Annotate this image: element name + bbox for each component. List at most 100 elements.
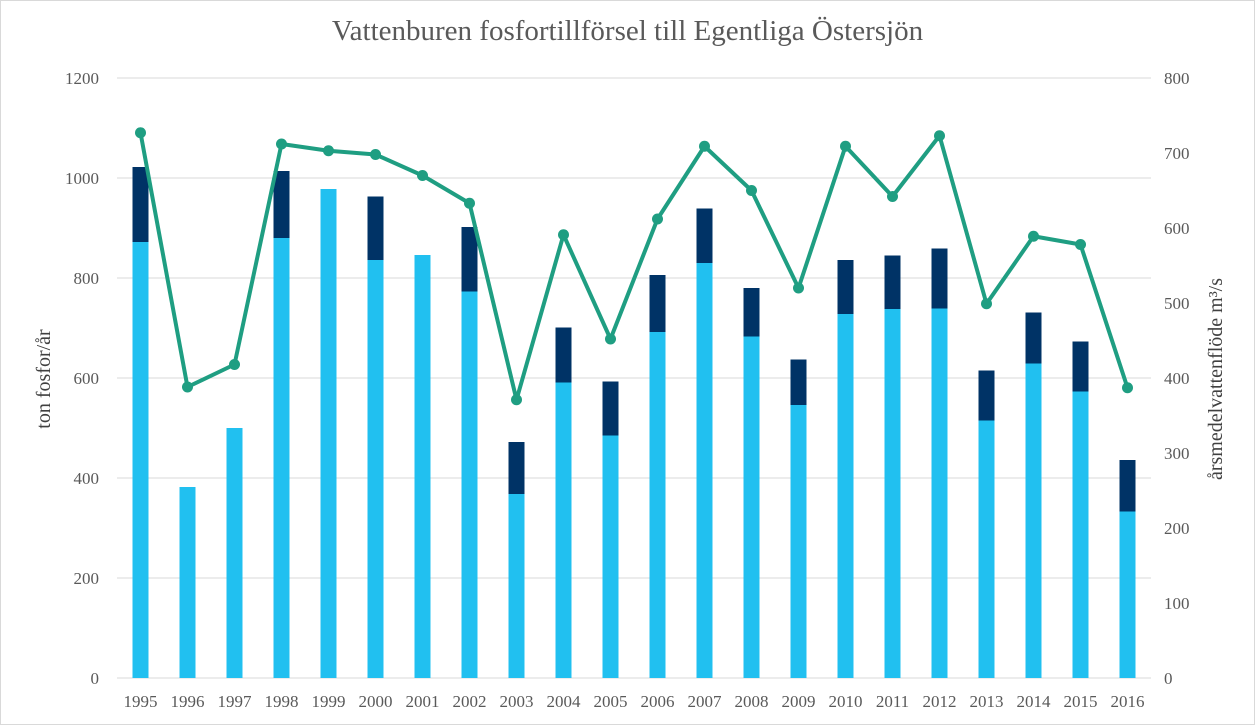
bar-segment-0-2006 xyxy=(649,332,666,678)
flow-point-2005 xyxy=(605,333,616,345)
y2-tick-label: 200 xyxy=(1164,519,1190,538)
flow-point-1996 xyxy=(182,381,193,393)
bars xyxy=(132,167,1136,678)
bar-segment-1-2014 xyxy=(1025,312,1042,364)
y2-tick-label: 800 xyxy=(1164,69,1190,88)
y2-tick-label: 700 xyxy=(1164,144,1190,163)
bar-segment-1-1995 xyxy=(132,167,149,242)
bar-segment-0-2010 xyxy=(837,314,854,678)
bar-segment-1-2013 xyxy=(978,370,995,421)
x-tick-label: 2016 xyxy=(1111,692,1145,711)
bar-segment-0-2008 xyxy=(743,336,760,678)
flow-point-2015 xyxy=(1075,239,1086,250)
y2-tick-label: 600 xyxy=(1164,219,1190,238)
x-tick-label: 1997 xyxy=(218,692,253,711)
flow-point-1998 xyxy=(276,138,287,150)
bar-segment-0-2011 xyxy=(884,309,901,678)
y-tick-label: 200 xyxy=(74,569,100,588)
bar-segment-0-2009 xyxy=(790,405,807,678)
x-tick-label: 2013 xyxy=(970,692,1004,711)
bar-segment-0-2015 xyxy=(1072,391,1089,678)
bar-segment-0-2004 xyxy=(555,382,572,678)
x-tick-label: 2002 xyxy=(453,692,487,711)
x-tick-label: 2009 xyxy=(782,692,816,711)
gridlines xyxy=(117,77,1151,679)
bar-segment-0-1997 xyxy=(226,428,243,678)
flow-point-2006 xyxy=(652,213,663,225)
y2-tick-label: 300 xyxy=(1164,444,1190,463)
y-tick-label: 0 xyxy=(91,669,100,688)
y-axis-label: ton fosfor/år xyxy=(33,329,55,429)
x-tick-label: 2005 xyxy=(594,692,628,711)
flow-point-2007 xyxy=(699,140,710,152)
x-tick-label: 2011 xyxy=(876,692,909,711)
x-tick-label: 2014 xyxy=(1017,692,1052,711)
x-tick-label: 1996 xyxy=(171,692,205,711)
bar-segment-0-2003 xyxy=(508,494,525,678)
bar-segment-1-2005 xyxy=(602,381,619,436)
bar-segment-1-2010 xyxy=(837,260,854,314)
bar-segment-1-2011 xyxy=(884,255,901,309)
y2-tick-label: 500 xyxy=(1164,294,1190,313)
bar-segment-0-1996 xyxy=(179,487,196,678)
flow-line xyxy=(135,127,1133,406)
y-tick-label: 600 xyxy=(74,369,100,388)
flow-point-2009 xyxy=(793,282,804,294)
bar-segment-0-1998 xyxy=(273,238,290,678)
bar-segment-1-2009 xyxy=(790,359,807,405)
bar-segment-0-2001 xyxy=(414,255,431,678)
bar-segment-1-2000 xyxy=(367,196,384,260)
flow-point-2014 xyxy=(1028,230,1039,242)
flow-point-1999 xyxy=(323,145,334,157)
x-tick-label: 2008 xyxy=(735,692,769,711)
flow-point-2008 xyxy=(746,185,757,196)
flow-point-2013 xyxy=(981,298,992,310)
y2-tick-label: 0 xyxy=(1164,669,1173,688)
y2-axis-label: årsmedelvattenflöde m³/s xyxy=(1205,278,1227,480)
chart-title: Vattenburen fosfortillförsel till Egentl… xyxy=(331,15,924,47)
y-tick-label: 400 xyxy=(74,469,100,488)
bar-segment-1-2006 xyxy=(649,275,666,332)
flow-point-2010 xyxy=(840,140,851,152)
bar-segment-1-2003 xyxy=(508,442,525,494)
x-tick-label: 2004 xyxy=(547,692,582,711)
flow-point-2012 xyxy=(934,130,945,142)
flow-point-2003 xyxy=(511,394,522,406)
x-tick-label: 2007 xyxy=(688,692,723,711)
bar-segment-1-1998 xyxy=(273,171,290,238)
x-tick-label: 1995 xyxy=(124,692,158,711)
x-tick-label: 2003 xyxy=(500,692,534,711)
flow-point-1997 xyxy=(229,359,240,370)
y2-tick-label: 400 xyxy=(1164,369,1190,388)
y-tick-label: 1000 xyxy=(65,169,99,188)
x-tick-label: 2015 xyxy=(1064,692,1098,711)
x-tick-label: 2000 xyxy=(359,692,393,711)
x-tick-label: 2010 xyxy=(829,692,863,711)
bar-segment-1-2004 xyxy=(555,327,572,383)
bar-segment-0-1995 xyxy=(132,242,149,678)
bar-segment-0-2000 xyxy=(367,260,384,678)
flow-point-2016 xyxy=(1122,382,1133,394)
bar-segment-1-2012 xyxy=(931,248,948,309)
bar-segment-0-1999 xyxy=(320,189,337,678)
bar-segment-1-2015 xyxy=(1072,341,1089,392)
bar-segment-0-2014 xyxy=(1025,363,1042,678)
y-tick-label: 800 xyxy=(74,269,100,288)
flow-point-2001 xyxy=(417,170,428,181)
bar-segment-1-2008 xyxy=(743,288,760,337)
bar-segment-0-2013 xyxy=(978,420,995,678)
bar-segment-0-2016 xyxy=(1119,511,1136,678)
left-axis-ticks: 0 200 400 600 800 1000 1200 xyxy=(65,69,99,688)
bar-segment-0-2007 xyxy=(696,263,713,678)
x-tick-label: 2006 xyxy=(641,692,675,711)
bar-segment-0-2002 xyxy=(461,291,478,678)
right-axis-ticks: 0 100 200 300 400 500 600 700 800 xyxy=(1164,69,1190,688)
x-tick-label: 1998 xyxy=(265,692,299,711)
y2-tick-label: 100 xyxy=(1164,594,1190,613)
bar-segment-1-2002 xyxy=(461,227,478,292)
flow-point-2000 xyxy=(370,149,381,160)
x-axis-ticks: 1995 1996 1997 1998 1999 2000 2001 2002 2003 2004… xyxy=(124,692,1145,711)
flow-line-path xyxy=(138,132,1130,402)
